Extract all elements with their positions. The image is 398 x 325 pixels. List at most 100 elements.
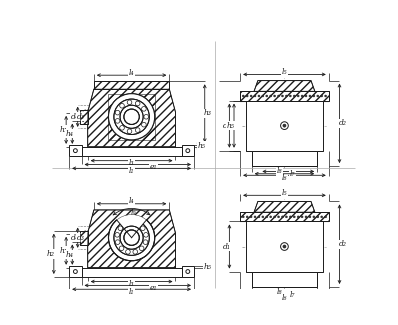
Circle shape — [266, 216, 268, 218]
Text: e₁: e₁ — [149, 284, 157, 292]
Polygon shape — [252, 151, 317, 166]
Circle shape — [325, 95, 327, 97]
Circle shape — [293, 95, 295, 97]
Polygon shape — [181, 266, 194, 277]
Text: l₃: l₃ — [129, 280, 135, 288]
Text: l₉: l₉ — [131, 209, 137, 217]
Circle shape — [277, 216, 279, 218]
Polygon shape — [246, 101, 322, 151]
Polygon shape — [88, 210, 176, 268]
Polygon shape — [240, 91, 329, 101]
Polygon shape — [94, 81, 169, 89]
Circle shape — [254, 95, 256, 97]
Text: l₁: l₁ — [129, 167, 135, 175]
Circle shape — [317, 95, 319, 97]
Text: l₇: l₇ — [289, 291, 295, 299]
Text: h₄: h₄ — [66, 130, 74, 138]
Circle shape — [262, 216, 264, 218]
Circle shape — [262, 95, 264, 97]
Circle shape — [250, 95, 252, 97]
Circle shape — [297, 216, 299, 218]
Circle shape — [242, 95, 244, 97]
Circle shape — [281, 95, 283, 97]
Text: h₁: h₁ — [59, 247, 67, 255]
Polygon shape — [69, 145, 82, 156]
Polygon shape — [88, 89, 176, 147]
Text: d₃: d₃ — [76, 113, 84, 121]
Text: h₂: h₂ — [47, 250, 55, 258]
Circle shape — [246, 95, 248, 97]
Circle shape — [293, 216, 295, 218]
Circle shape — [281, 216, 283, 218]
Circle shape — [254, 216, 256, 218]
Circle shape — [301, 95, 303, 97]
Circle shape — [309, 216, 311, 218]
Text: h₅: h₅ — [204, 263, 212, 271]
Circle shape — [246, 216, 248, 218]
Text: d₁: d₁ — [222, 242, 230, 251]
Circle shape — [277, 95, 279, 97]
Circle shape — [285, 216, 287, 218]
Circle shape — [321, 216, 323, 218]
Circle shape — [325, 216, 327, 218]
Text: l₅: l₅ — [282, 68, 287, 76]
Circle shape — [305, 216, 307, 218]
Polygon shape — [240, 212, 329, 222]
Circle shape — [109, 214, 155, 261]
Polygon shape — [82, 268, 181, 277]
Polygon shape — [246, 222, 322, 272]
Circle shape — [317, 216, 319, 218]
Circle shape — [274, 95, 276, 97]
Text: h₅: h₅ — [227, 122, 235, 130]
Circle shape — [283, 124, 286, 127]
Text: l₆: l₆ — [282, 294, 287, 303]
Circle shape — [258, 216, 260, 218]
Text: l₃: l₃ — [129, 159, 135, 167]
Polygon shape — [80, 231, 88, 245]
Circle shape — [274, 216, 276, 218]
Text: l₄: l₄ — [129, 69, 135, 77]
Text: d₃: d₃ — [76, 234, 84, 242]
Text: l₈: l₈ — [277, 288, 283, 296]
Text: h₁: h₁ — [59, 126, 67, 134]
Text: h₄: h₄ — [66, 251, 74, 259]
Text: l₄: l₄ — [129, 198, 135, 205]
Text: d₂: d₂ — [339, 119, 347, 127]
Circle shape — [301, 216, 303, 218]
Text: d₁: d₁ — [222, 122, 230, 130]
Polygon shape — [254, 81, 315, 91]
Polygon shape — [80, 110, 88, 124]
Circle shape — [285, 95, 287, 97]
Text: a: a — [129, 199, 134, 208]
Circle shape — [270, 95, 272, 97]
Circle shape — [266, 95, 268, 97]
Circle shape — [313, 95, 315, 97]
Text: h₅: h₅ — [198, 142, 206, 150]
Text: d₄: d₄ — [71, 234, 79, 242]
Text: d₄: d₄ — [71, 113, 79, 121]
Text: e₁: e₁ — [149, 163, 157, 171]
Circle shape — [309, 95, 311, 97]
Circle shape — [297, 95, 299, 97]
Polygon shape — [181, 145, 194, 156]
Circle shape — [270, 216, 272, 218]
Text: h₃: h₃ — [204, 109, 212, 117]
Polygon shape — [252, 272, 317, 287]
Circle shape — [258, 95, 260, 97]
Circle shape — [283, 245, 286, 248]
Circle shape — [109, 94, 155, 140]
Polygon shape — [82, 147, 181, 156]
Text: l₅: l₅ — [282, 189, 287, 197]
Circle shape — [109, 94, 155, 140]
Circle shape — [305, 95, 307, 97]
Circle shape — [313, 216, 315, 218]
Circle shape — [242, 216, 244, 218]
Text: l₆: l₆ — [282, 174, 287, 182]
Text: l₈: l₈ — [277, 167, 283, 176]
Text: l₇: l₇ — [289, 170, 295, 178]
Circle shape — [289, 216, 291, 218]
Text: l₁: l₁ — [129, 288, 135, 295]
Polygon shape — [69, 266, 82, 277]
Circle shape — [289, 95, 291, 97]
Text: d₂: d₂ — [339, 240, 347, 248]
